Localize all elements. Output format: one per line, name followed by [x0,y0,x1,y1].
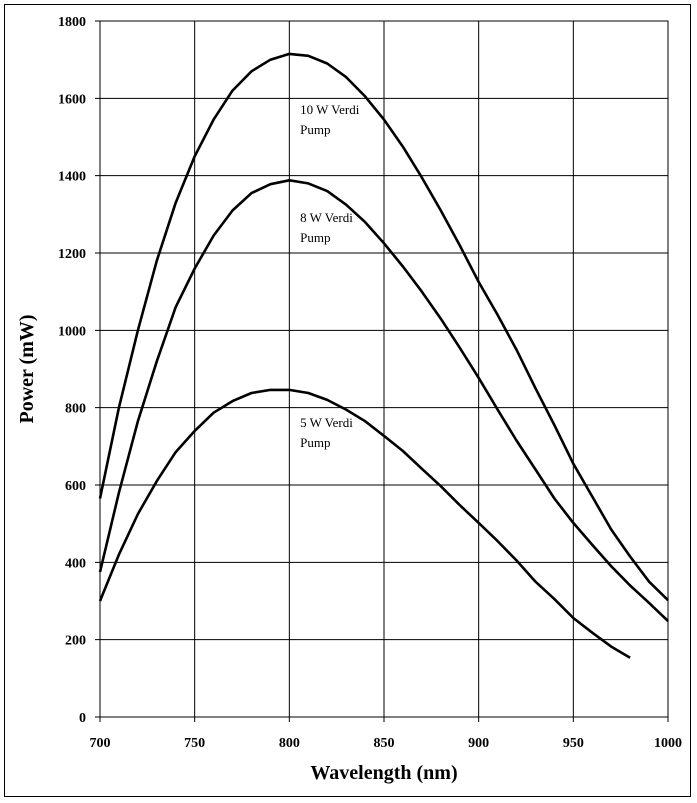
series-line-5-w-verdi-pump [98,388,631,659]
y-tick-label: 1400 [58,170,86,185]
series-annotation: 8 W Verdi [300,210,353,225]
y-tick-label: 1600 [58,92,86,107]
x-tick-label: 700 [90,736,111,751]
y-tick-label: 1800 [58,15,86,30]
y-axis-label: Power (mW) [16,314,38,423]
series-annotation: 5 W Verdi [300,415,353,430]
chart-frame [4,4,691,797]
x-tick-label: 1000 [654,736,682,751]
y-tick-label: 1000 [58,324,86,339]
series-annotation: 10 W Verdi [300,102,360,117]
x-axis-label: Wavelength (nm) [310,762,457,784]
series-annotation: Pump [300,230,330,245]
series-line-10-w-verdi-pump [98,52,669,602]
x-tick-label: 900 [468,736,489,751]
y-tick-label: 800 [65,402,86,417]
y-tick-label: 1200 [58,247,86,262]
plot-area [99,20,669,718]
series-annotation: Pump [300,435,330,450]
series-annotation: Pump [300,122,330,137]
y-tick-label: 200 [65,634,86,649]
y-tick-label: 600 [65,479,86,494]
y-tick-label: 400 [65,556,86,571]
y-tick-label: 0 [79,711,86,726]
x-tick-label: 950 [563,736,584,751]
series-line-8-w-verdi-pump [98,179,669,623]
x-tick-label: 800 [279,736,300,751]
x-tick-label: 750 [184,736,205,751]
x-tick-label: 850 [374,736,395,751]
